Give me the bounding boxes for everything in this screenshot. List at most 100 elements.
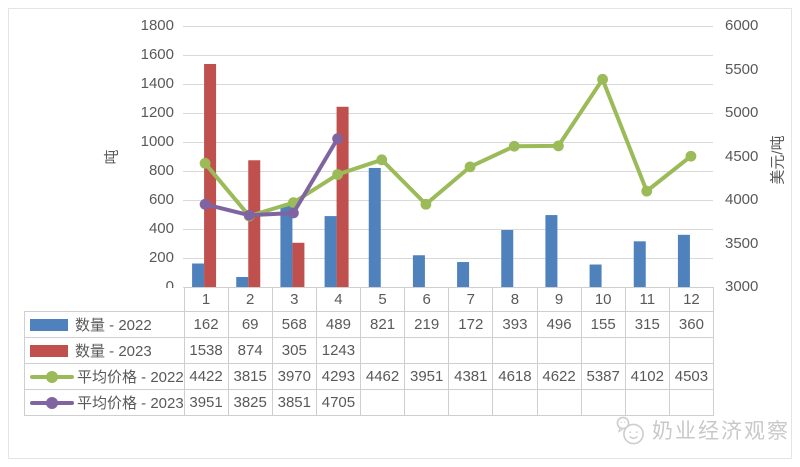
bar-数量 - 2022 — [412, 255, 425, 287]
legend-label: 数量 - 2022 — [75, 317, 152, 334]
right-axis-title: 美元/吨 — [769, 135, 787, 185]
table-value-cell: 155 — [580, 311, 626, 338]
legend-line-swatch — [30, 370, 74, 384]
marker-平均价格 - 2022 — [685, 150, 697, 162]
tick-left-label: 200 — [148, 249, 174, 266]
table-value-cell: 4622 — [536, 363, 582, 390]
bar-数量 - 2022 — [501, 230, 514, 287]
table-value-cell: 489 — [315, 311, 362, 338]
tick-left-label: 800 — [148, 162, 174, 179]
table-value-cell: 5387 — [580, 363, 626, 390]
table-value-cell: 4293 — [315, 363, 362, 390]
legend-line-marker — [46, 371, 58, 383]
table-value-cell: 393 — [492, 311, 538, 338]
tick-right-label: 6000 — [725, 17, 759, 34]
tick-right-label: 5000 — [725, 104, 759, 121]
table-value-cell: 4422 — [183, 363, 229, 390]
tick-left-label: 0 — [165, 278, 174, 295]
table-value-cell: 1538 — [183, 337, 229, 364]
tick-left-label: 400 — [148, 220, 174, 237]
table-value-cell — [668, 389, 715, 416]
table-value-cell — [404, 389, 450, 416]
table-value-cell: 3825 — [227, 389, 273, 416]
table-value-cell — [624, 389, 670, 416]
bar-数量 - 2022 — [280, 204, 293, 287]
table-value-cell: 3815 — [227, 363, 273, 390]
marker-平均价格 - 2022 — [199, 157, 211, 169]
legend-line-marker — [46, 397, 58, 409]
legend-cell: 数量 - 2022 — [24, 311, 185, 338]
table-value-cell — [536, 337, 582, 364]
table-value-cell: 315 — [624, 311, 670, 338]
marker-平均价格 - 2022 — [376, 154, 388, 166]
legend-label: 数量 - 2023 — [75, 343, 152, 360]
table-value-cell: 162 — [183, 311, 229, 338]
table-value-cell: 821 — [359, 311, 406, 338]
legend-cell: 数量 - 2023 — [24, 337, 185, 364]
tick-right-label: 3500 — [725, 234, 759, 252]
bar-数量 - 2022 — [236, 276, 249, 287]
legend-cell: 平均价格 - 2022 — [24, 363, 185, 390]
table-corner-blank — [24, 287, 184, 312]
tick-left-label: 1000 — [140, 133, 174, 150]
marker-平均价格 - 2022 — [420, 198, 432, 210]
watermark-text: 奶业经济观察 — [652, 420, 790, 443]
marker-平均价格 - 2023 — [332, 133, 343, 145]
table-value-cell — [580, 389, 626, 416]
bar-数量 - 2022 — [677, 234, 690, 287]
marker-平均价格 - 2022 — [641, 185, 653, 197]
table-value-cell: 496 — [536, 311, 582, 338]
line-平均价格 - 2023 — [203, 136, 340, 218]
left-axis-title: 吨 — [103, 149, 121, 165]
month-header-cell: 2 — [227, 287, 273, 312]
month-header-cell: 10 — [580, 287, 626, 312]
table-value-cell: 874 — [227, 337, 273, 364]
marker-平均价格 - 2022 — [464, 161, 476, 173]
table-value-cell: 3970 — [271, 363, 317, 390]
month-header-cell: 7 — [448, 287, 494, 312]
table-value-cell: 4705 — [315, 389, 362, 416]
legend-label: 平均价格 - 2022 — [77, 369, 184, 386]
tick-right-label: 4500 — [725, 147, 759, 165]
watermark-chat-face-icon — [616, 416, 644, 445]
table-value-cell: 4618 — [492, 363, 538, 390]
table-value-cell: 3851 — [271, 389, 317, 416]
table-value-cell: 360 — [668, 311, 715, 338]
table-value-cell: 305 — [271, 337, 317, 364]
marker-平均价格 - 2022 — [553, 140, 564, 152]
tick-left-label: 1200 — [140, 104, 174, 121]
table-value-cell: 4503 — [668, 363, 715, 390]
month-header-cell: 9 — [536, 287, 582, 312]
table-value-cell: 1243 — [315, 337, 362, 364]
table-value-cell: 3951 — [404, 363, 450, 390]
month-header-cell: 1 — [183, 287, 229, 312]
table-value-cell: 4381 — [448, 363, 494, 390]
table-value-cell — [668, 337, 715, 364]
marker-平均价格 - 2023 — [288, 207, 299, 219]
bar-数量 - 2023 — [248, 160, 261, 287]
table-value-cell — [580, 337, 626, 364]
tick-left-label: 1400 — [140, 75, 174, 92]
marker-平均价格 - 2022 — [332, 169, 343, 180]
tick-left-label: 600 — [148, 191, 174, 208]
bar-数量 - 2023 — [336, 106, 349, 287]
month-header-cell: 6 — [404, 287, 450, 312]
tick-right-label: 4000 — [725, 191, 759, 208]
watermark: 奶业经济观察 — [614, 413, 790, 447]
bar-数量 - 2022 — [545, 215, 558, 287]
table-value-cell: 4462 — [359, 363, 406, 390]
bar-数量 - 2022 — [457, 262, 470, 287]
tick-left-label: 1600 — [140, 46, 174, 63]
tick-right-label: 3000 — [725, 278, 759, 295]
table-value-cell — [492, 389, 538, 416]
bar-数量 - 2023 — [292, 242, 305, 287]
table-value-cell: 219 — [404, 311, 450, 338]
table-value-cell: 3951 — [183, 389, 229, 416]
month-header-cell: 11 — [624, 287, 670, 312]
month-header-cell: 8 — [492, 287, 538, 312]
marker-平均价格 - 2023 — [199, 198, 211, 210]
bar-数量 - 2022 — [589, 264, 602, 287]
legend-cell: 平均价格 - 2023 — [24, 389, 185, 416]
legend-line-swatch — [30, 396, 74, 410]
month-header-cell: 3 — [271, 287, 317, 312]
